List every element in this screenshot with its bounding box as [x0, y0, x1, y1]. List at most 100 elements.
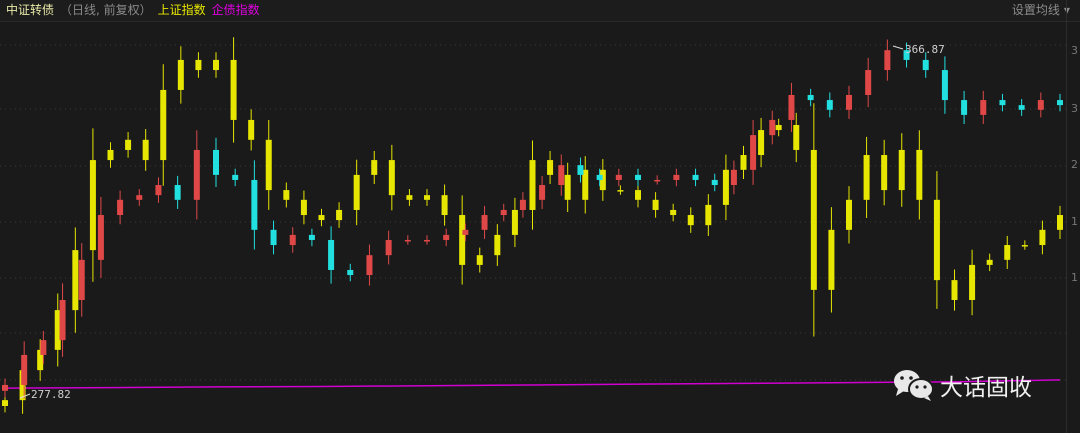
- convertible-bond-index-candle: [21, 354, 28, 385]
- convertible-bond-index-candle: [826, 100, 833, 110]
- shanghai-index-candle: [511, 209, 518, 235]
- convertible-bond-index-candle: [78, 259, 85, 300]
- chart-subtitle: （日线, 前复权）: [60, 3, 152, 17]
- convertible-bond-index-candle: [443, 234, 450, 240]
- shanghai-index-candle: [916, 149, 923, 200]
- convertible-bond-index-candle: [941, 70, 948, 101]
- shanghai-index-candle: [371, 160, 378, 175]
- shanghai-index-candle: [336, 209, 343, 221]
- y-axis-label: 3: [1071, 44, 1078, 57]
- convertible-bond-index-candle: [903, 50, 910, 60]
- shanghai-index-candle: [828, 229, 835, 290]
- y-axis-label: 2: [1071, 158, 1078, 171]
- convertible-bond-index-candle: [807, 95, 814, 101]
- convertible-bond-index-candle: [539, 185, 546, 200]
- shanghai-index-candle: [705, 204, 712, 226]
- convertible-bond-index-candle: [251, 179, 258, 230]
- convertible-bond-index-candle: [404, 239, 411, 242]
- shanghai-index-candle: [494, 234, 501, 256]
- shanghai-index-candle: [969, 264, 976, 300]
- shanghai-index-candle: [564, 174, 571, 200]
- shanghai-index-candle: [1039, 229, 1046, 246]
- convertible-bond-index-candle: [270, 229, 277, 246]
- shanghai-index-candle: [652, 199, 659, 210]
- overlay-label-corporate-bond: 企债指数: [211, 3, 260, 17]
- ma-settings-button[interactable]: 设置均线: [1011, 3, 1060, 17]
- convertible-bond-index-candle: [596, 174, 603, 180]
- shanghai-index-candle: [863, 155, 870, 200]
- shanghai-index-candle: [406, 195, 413, 200]
- shanghai-index-candle: [476, 255, 483, 265]
- shanghai-index-candle: [213, 59, 219, 71]
- convertible-bond-index-candle: [615, 174, 622, 180]
- shanghai-index-candle: [617, 190, 624, 192]
- shanghai-index-candle: [951, 280, 958, 300]
- convertible-bond-index-candle: [174, 185, 181, 200]
- shanghai-index-candle: [846, 199, 852, 230]
- shanghai-index-candle: [1021, 245, 1028, 247]
- convertible-bond-index-candle: [961, 100, 968, 115]
- convertible-bond-index-candle: [769, 119, 776, 136]
- shanghai-index-candle: [300, 199, 307, 216]
- convertible-bond-index-candle: [692, 174, 699, 180]
- shanghai-index-candle: [142, 139, 149, 161]
- convertible-bond-index-candle: [136, 195, 143, 200]
- convertible-bond-index-candle: [289, 234, 296, 246]
- convertible-bond-index-candle: [2, 384, 8, 391]
- convertible-bond-index-candle: [500, 209, 507, 216]
- shanghai-index-candle: [810, 149, 817, 290]
- convertible-bond-index-candle: [865, 70, 872, 95]
- convertible-bond-index-candle: [424, 239, 430, 242]
- shanghai-index-candle: [529, 160, 536, 210]
- y-axis-label: 1: [1071, 215, 1078, 228]
- shanghai-index-candle: [670, 209, 677, 216]
- convertible-bond-index-candle: [884, 50, 891, 71]
- watermark: 大话固收: [892, 368, 1032, 402]
- convertible-bond-index-candle: [635, 174, 641, 180]
- convertible-bond-index-candle: [308, 234, 315, 240]
- convertible-bond-index-candle: [519, 199, 526, 210]
- convertible-bond-index-candle: [366, 255, 373, 276]
- convertible-bond-index-candle: [1018, 105, 1025, 110]
- convertible-bond-index-candle: [922, 59, 929, 71]
- shanghai-index-candle: [881, 155, 888, 191]
- shanghai-index-candle: [441, 195, 448, 216]
- convertible-bond-index-candle: [481, 215, 488, 230]
- watermark-text: 大话固收: [940, 375, 1032, 401]
- convertible-bond-index-candle: [730, 169, 737, 186]
- convertible-bond-index-candle: [1057, 100, 1063, 106]
- convertible-bond-index-candle: [155, 185, 162, 196]
- axis-separator: [1066, 0, 1067, 433]
- shanghai-index-candle: [318, 215, 325, 221]
- convertible-bond-index-candle: [59, 299, 66, 341]
- shanghai-index-candle: [2, 400, 8, 406]
- shanghai-index-candle: [722, 169, 729, 205]
- convertible-bond-index-candle: [385, 239, 392, 256]
- convertible-bond-index-candle: [846, 95, 852, 110]
- shanghai-index-candle: [1057, 215, 1063, 230]
- shanghai-index-candle: [758, 130, 765, 156]
- shanghai-index-candle: [635, 190, 641, 200]
- shanghai-index-candle: [19, 370, 26, 401]
- convertible-bond-index-candle: [788, 95, 795, 120]
- shanghai-index-candle: [1004, 245, 1011, 260]
- low-annotation: 277.82: [31, 388, 71, 401]
- shanghai-index-candle: [687, 215, 694, 226]
- convertible-bond-index-candle: [750, 135, 757, 170]
- shanghai-index-candle: [72, 250, 79, 311]
- shanghai-index-candle: [599, 169, 606, 191]
- shanghai-index-candle: [107, 149, 114, 161]
- header-labels: 中证转债 （日线, 前复权） 上证指数 企债指数: [6, 0, 260, 21]
- high-marker-line: [892, 45, 904, 50]
- shanghai-index-candle: [125, 139, 132, 150]
- convertible-bond-index-candle: [558, 165, 565, 186]
- wechat-icon: [894, 370, 934, 401]
- shanghai-index-candle: [283, 190, 290, 200]
- shanghai-index-candle: [89, 160, 96, 251]
- shanghai-index-candle: [793, 125, 800, 150]
- convertible-bond-index-candle: [193, 149, 200, 200]
- shanghai-index-candle: [265, 139, 272, 191]
- overlay-label-shanghai: 上证指数: [157, 3, 206, 17]
- shanghai-index-candle: [248, 119, 255, 140]
